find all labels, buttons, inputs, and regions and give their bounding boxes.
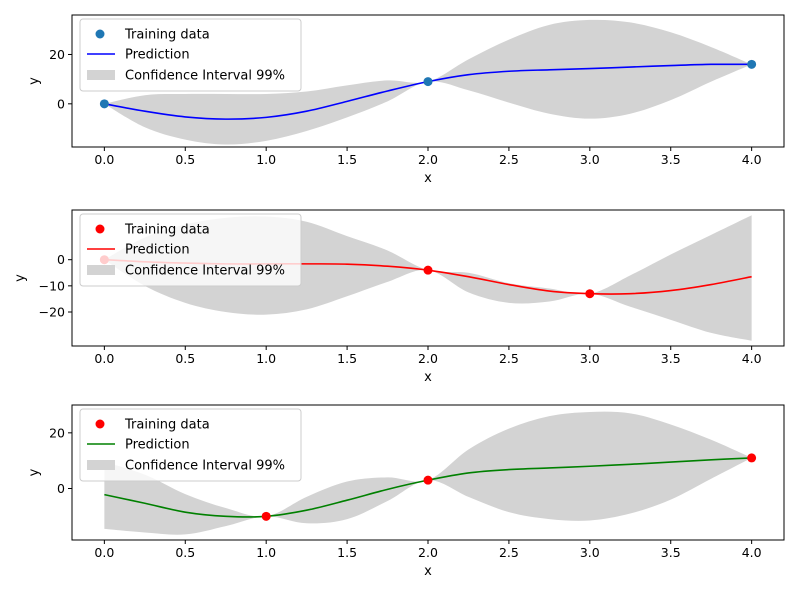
x-tick-label: 2.5 <box>499 152 519 167</box>
legend-entry: Prediction <box>125 438 190 453</box>
legend-entry: Confidence Interval 99% <box>125 264 285 279</box>
x-tick-label: 1.0 <box>256 351 276 366</box>
x-tick-label: 4.0 <box>742 152 762 167</box>
legend-entry: Training data <box>124 28 210 43</box>
x-tick-label: 2.0 <box>418 351 438 366</box>
plot-area <box>99 19 757 145</box>
x-tick-label: 1.0 <box>256 545 276 560</box>
legend-entry: Prediction <box>125 48 190 63</box>
training-point <box>423 77 433 87</box>
legend-entry: Confidence Interval 99% <box>125 69 285 84</box>
x-tick-label: 4.0 <box>742 545 762 560</box>
x-tick-label: 3.5 <box>661 351 681 366</box>
y-tick-label: −20 <box>39 305 65 320</box>
x-tick-label: 0.5 <box>175 152 195 167</box>
legend-box <box>79 408 302 482</box>
y-axis-label: y <box>27 77 42 85</box>
x-tick-label: 1.5 <box>337 545 357 560</box>
legend-marker-training <box>95 29 105 39</box>
legend-marker-training <box>95 419 105 429</box>
legend: Training data Prediction Confidence Interv… <box>79 18 302 92</box>
y-axis-label: y <box>27 468 42 476</box>
legend-entry: Confidence Interval 99% <box>125 459 285 474</box>
confidence-band <box>104 411 752 535</box>
x-tick-label: 1.0 <box>256 152 276 167</box>
y-tick-label: 0 <box>57 252 65 267</box>
plot-area <box>104 411 757 535</box>
legend-entry: Prediction <box>125 243 190 258</box>
training-point <box>747 59 757 69</box>
x-tick-label: 1.5 <box>337 152 357 167</box>
x-tick-label: 4.0 <box>742 351 762 366</box>
training-point <box>423 265 433 275</box>
legend-marker-band <box>87 70 115 80</box>
x-tick-label: 2.0 <box>418 545 438 560</box>
y-tick-label: 0 <box>57 96 65 111</box>
x-axis-label: x <box>424 171 432 186</box>
x-tick-label: 3.0 <box>580 351 600 366</box>
y-tick-label: 20 <box>49 425 65 440</box>
x-axis-label: x <box>424 370 432 385</box>
training-point <box>99 99 109 109</box>
legend: Training data Prediction Confidence Interv… <box>79 213 302 287</box>
confidence-band <box>104 19 752 145</box>
legend-marker-training <box>95 224 105 234</box>
subplot-2: 0.0 0.5 1.0 1.5 2.0 2.5 3.0 3.5 4.0 0 −10 −20 x y Trai… <box>13 209 785 385</box>
legend-box <box>79 18 302 92</box>
training-point <box>423 475 433 485</box>
legend-box <box>79 213 302 287</box>
y-tick-label: 0 <box>57 481 65 496</box>
legend: Training data Prediction Confidence Interv… <box>79 408 302 482</box>
x-tick-label: 0.0 <box>94 152 114 167</box>
x-tick-label: 3.5 <box>661 545 681 560</box>
training-point <box>747 453 757 463</box>
subplot-1: 0.0 0.5 1.0 1.5 2.0 2.5 3.0 3.5 4.0 0 20 x y Training… <box>27 14 785 186</box>
x-tick-label: 2.0 <box>418 152 438 167</box>
subplot-3: 0.0 0.5 1.0 1.5 2.0 2.5 3.0 3.5 4.0 0 20 x y Training… <box>27 404 785 579</box>
x-tick-label: 3.0 <box>580 152 600 167</box>
y-axis-label: y <box>13 274 28 282</box>
y-tick-label: 20 <box>49 47 65 62</box>
x-axis-label: x <box>424 564 432 579</box>
x-tick-label: 0.0 <box>94 351 114 366</box>
x-tick-label: 2.5 <box>499 351 519 366</box>
x-tick-label: 1.5 <box>337 351 357 366</box>
x-tick-label: 2.5 <box>499 545 519 560</box>
x-tick-label: 0.5 <box>175 545 195 560</box>
legend-entry: Training data <box>124 223 210 238</box>
legend-marker-band <box>87 265 115 275</box>
legend-entry: Training data <box>124 418 210 433</box>
x-tick-label: 0.0 <box>94 545 114 560</box>
y-tick-label: −10 <box>39 278 65 293</box>
x-tick-label: 3.0 <box>580 545 600 560</box>
x-tick-label: 0.5 <box>175 351 195 366</box>
legend-marker-band <box>87 460 115 470</box>
training-point <box>261 511 271 521</box>
x-tick-label: 3.5 <box>661 152 681 167</box>
training-point <box>585 289 595 299</box>
